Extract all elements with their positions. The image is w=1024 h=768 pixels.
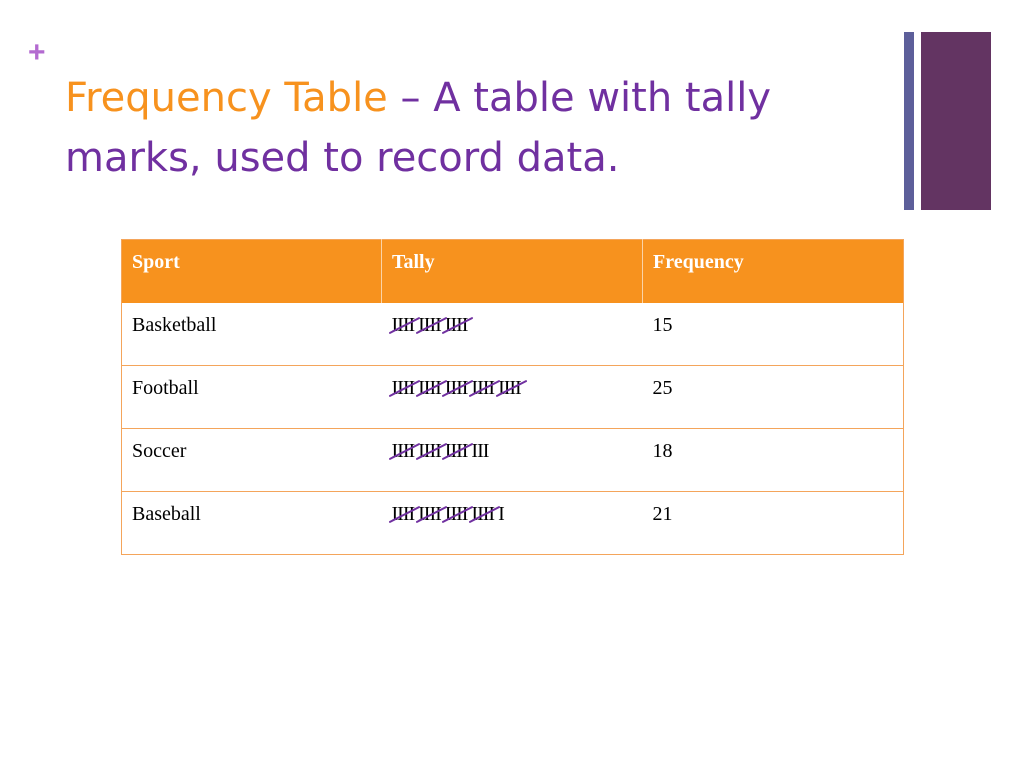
table-row: Soccer IIII IIII IIII III 18	[121, 428, 904, 492]
sport-cell: Football	[121, 365, 382, 429]
sport-cell: Baseball	[121, 491, 382, 555]
tally-cell: IIII IIII IIII IIII IIII	[381, 365, 643, 429]
tally-strike-line	[495, 380, 527, 397]
sport-cell: Soccer	[121, 428, 382, 492]
tally-strike-lines	[388, 506, 500, 523]
tally-cell: IIII IIII IIII III	[381, 428, 643, 492]
frequency-cell: 18	[642, 428, 904, 492]
frequency-table: Sport Tally Frequency Basketball IIII II…	[121, 239, 904, 555]
plus-icon: +	[28, 36, 46, 69]
tally-strike-line	[415, 506, 447, 523]
tally-marks: IIII IIII IIII III	[388, 440, 489, 463]
tally-strike-line	[441, 316, 473, 334]
frequency-cell: 21	[642, 491, 904, 555]
title-definition: – A table with tally marks, used to reco…	[65, 75, 771, 181]
header-tally: Tally	[381, 239, 643, 303]
tally-strike-line	[388, 380, 420, 397]
tally-strike-line	[388, 316, 420, 334]
header-frequency: Frequency	[642, 239, 904, 303]
title-term: Frequency Table	[65, 75, 388, 121]
table-header-row: Sport Tally Frequency	[121, 239, 904, 303]
tally-cell: IIII IIII IIII IIII I	[381, 491, 643, 555]
tally-strike-line	[441, 506, 473, 523]
tally-marks: IIII IIII IIII IIII IIII	[388, 377, 527, 400]
decorative-bar-thin	[904, 32, 914, 210]
table-row: Baseball IIII IIII IIII IIII I 21	[121, 491, 904, 555]
tally-strike-line	[468, 380, 500, 397]
sport-cell: Basketball	[121, 302, 382, 366]
tally-strike-line	[441, 443, 473, 460]
tally-strike-lines	[388, 443, 473, 460]
frequency-cell: 15	[642, 302, 904, 366]
tally-marks: IIII IIII IIII IIII I	[388, 503, 505, 526]
tally-strike-line	[415, 380, 447, 397]
tally-strike-line	[415, 443, 447, 460]
frequency-cell: 25	[642, 365, 904, 429]
tally-strike-line	[415, 316, 447, 334]
table-row: Basketball IIII IIII IIII 15	[121, 302, 904, 366]
tally-cell: IIII IIII IIII	[381, 302, 643, 366]
header-sport: Sport	[121, 239, 382, 303]
table-row: Football IIII IIII IIII IIII IIII 25	[121, 365, 904, 429]
tally-strike-lines	[388, 380, 527, 397]
tally-strike-line	[468, 506, 500, 523]
tally-marks: IIII IIII IIII	[388, 314, 473, 337]
decorative-bar-thick	[921, 32, 991, 210]
tally-strike-line	[388, 506, 420, 523]
tally-strike-lines	[388, 316, 473, 334]
tally-strike-line	[441, 380, 473, 397]
slide-title: Frequency Table – A table with tally mar…	[65, 68, 865, 188]
tally-strike-line	[388, 443, 420, 460]
